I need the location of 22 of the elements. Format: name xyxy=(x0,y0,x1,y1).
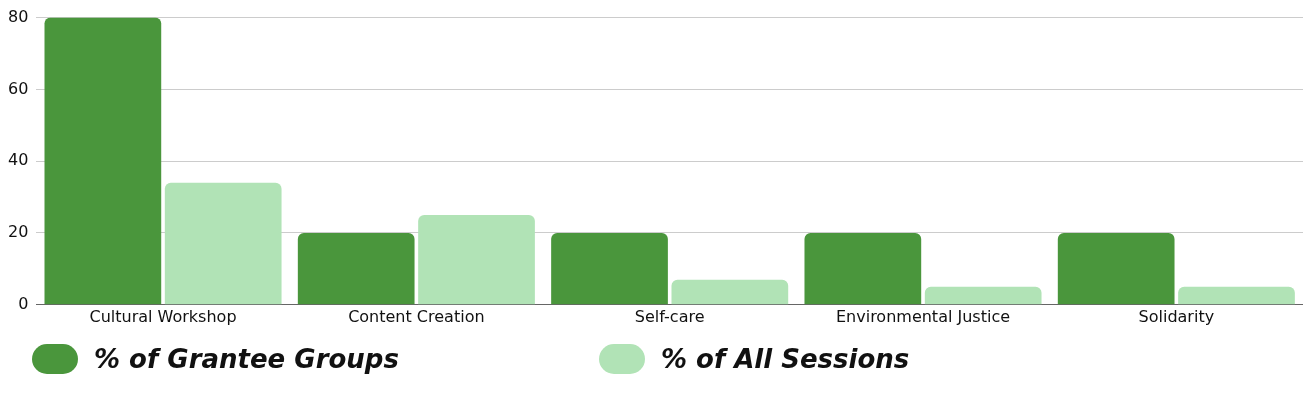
bar xyxy=(44,17,162,305)
x-tick-label: Solidarity xyxy=(1138,306,1215,326)
legend-label: % of All Sessions xyxy=(660,344,910,374)
bar xyxy=(418,215,535,305)
y-tick-label: 40 xyxy=(8,150,29,170)
y-tick-label: 60 xyxy=(8,78,29,98)
bar xyxy=(671,279,789,305)
x-tick-label: Self-care xyxy=(634,306,705,326)
x-tick-label: Environmental Justice xyxy=(835,306,1011,326)
bar xyxy=(164,182,282,305)
y-tick-label: 80 xyxy=(8,6,29,26)
legend-label: % of Grantee Groups xyxy=(94,344,399,374)
y-tick-label: 0 xyxy=(18,293,29,313)
y-tick-label: 20 xyxy=(8,222,29,242)
bar xyxy=(924,286,1042,305)
x-tick-label: Content Creation xyxy=(348,306,485,326)
bar xyxy=(1178,286,1295,305)
bar xyxy=(297,233,415,305)
bar xyxy=(1057,233,1175,305)
x-tick-label: Cultural Workshop xyxy=(89,306,237,326)
bar xyxy=(804,233,922,305)
bar xyxy=(551,233,668,305)
